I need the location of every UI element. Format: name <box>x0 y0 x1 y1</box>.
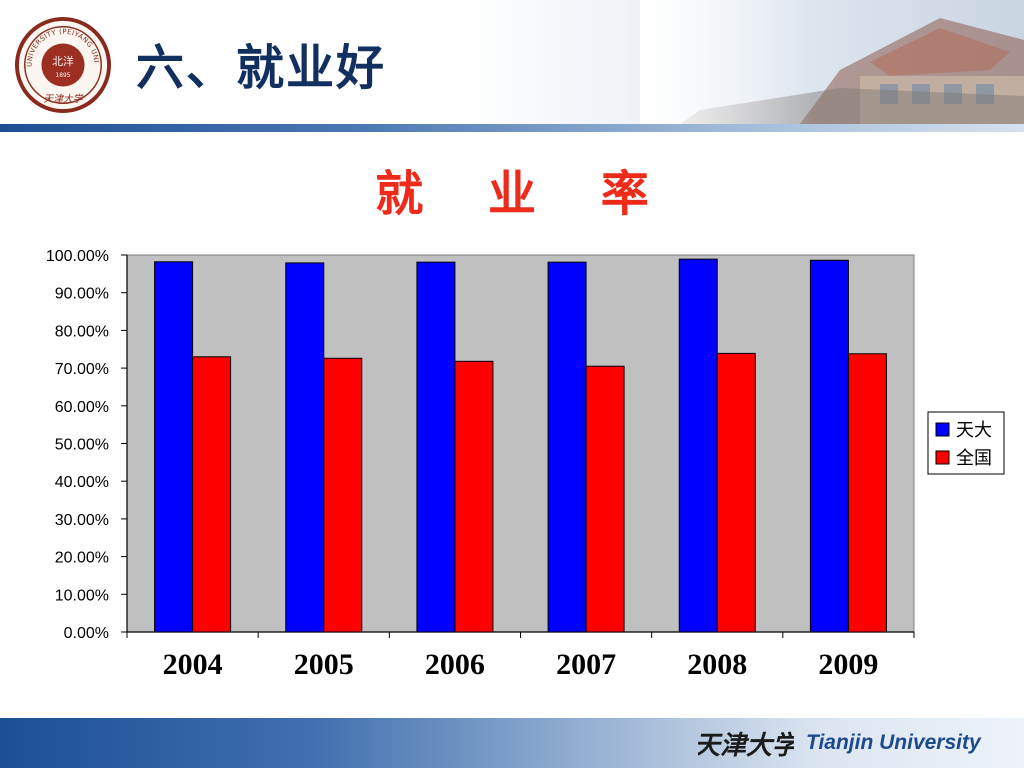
y-tick-label: 30.00% <box>55 512 109 529</box>
employment-rate-chart: 0.00% 10.00% 20.00% 30.00% 40.00% 50.00% 60.00… <box>46 248 1005 681</box>
footer-university-name: Tianjin University <box>806 731 981 754</box>
y-tick-label: 80.00% <box>55 323 109 340</box>
y-tick-label: 100.00% <box>46 248 109 265</box>
y-tick-label: 70.00% <box>55 361 109 378</box>
bar-national-2004 <box>192 356 232 633</box>
footer-band <box>0 718 1024 768</box>
building-roof-image <box>640 0 1024 124</box>
bar-national-2009 <box>847 353 887 633</box>
bar-national-2006 <box>454 360 494 633</box>
legend-label: 天大 <box>956 420 992 441</box>
y-tick-label: 20.00% <box>55 550 109 567</box>
header-divider <box>0 124 1024 132</box>
bar-tianda-2009 <box>809 259 849 633</box>
x-tick-label: 2008 <box>687 648 747 681</box>
bar-tianda-2006 <box>416 261 456 633</box>
bar-national-2005 <box>323 357 363 633</box>
legend-swatch <box>935 450 950 465</box>
footer-script-text: 天津大学 <box>698 731 794 761</box>
bar-tianda-2004 <box>154 261 194 633</box>
bar-national-2008 <box>716 352 756 633</box>
x-tick-label: 2006 <box>425 648 485 681</box>
y-tick-label: 40.00% <box>55 474 109 491</box>
y-tick-label: 0.00% <box>64 625 109 642</box>
bar-national-2007 <box>585 365 625 633</box>
y-tick-label: 90.00% <box>55 286 109 303</box>
y-tick-label: 60.00% <box>55 399 109 416</box>
y-tick-label: 10.00% <box>55 587 109 604</box>
x-tick-label: 2004 <box>163 648 223 681</box>
page-title: 六、就业好 <box>136 40 387 96</box>
legend-label: 全国 <box>956 448 992 469</box>
bar-tianda-2005 <box>285 262 325 633</box>
footer-script-logo: 天津大学 <box>698 731 794 761</box>
x-tick-label: 2009 <box>818 648 878 681</box>
y-tick-label: 50.00% <box>55 437 109 454</box>
bar-tianda-2007 <box>547 261 587 633</box>
plot-area <box>126 254 915 633</box>
university-seal-logo: TIANJIN UNIVERSITY (PEIYANG UNIVERSITY) … <box>14 16 112 114</box>
legend-swatch <box>935 422 950 437</box>
chart-title: 就 业 率 <box>375 166 673 222</box>
bar-tianda-2008 <box>678 258 718 633</box>
x-tick-label: 2007 <box>556 648 616 681</box>
seal-year-text: 1895 <box>56 73 71 79</box>
seal-center-text: 北洋 <box>52 55 74 68</box>
seal-script-text: 天津大学 <box>43 93 83 105</box>
x-tick-label: 2005 <box>294 648 354 681</box>
